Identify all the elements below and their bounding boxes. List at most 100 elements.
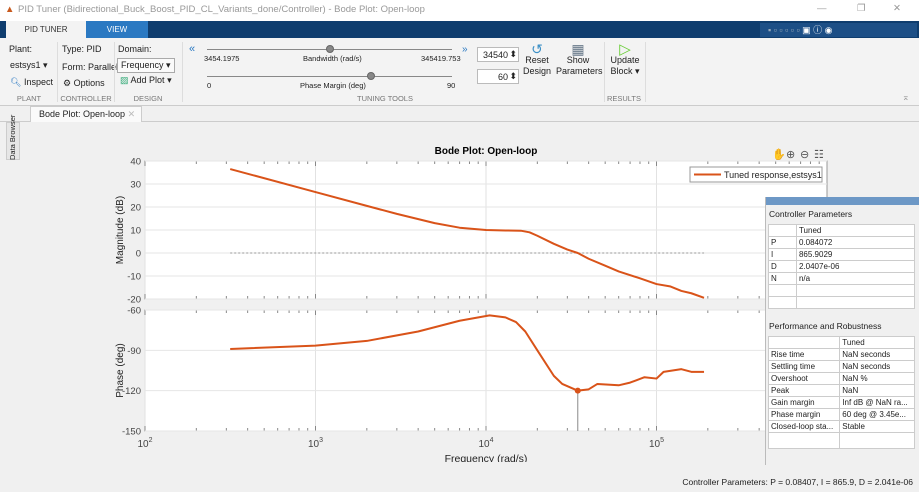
magnitude-ytick-label: 10	[130, 226, 141, 237]
tab-pid-tuner[interactable]: PID TUNER	[6, 21, 86, 38]
magnitude-ytick-label: -20	[127, 295, 141, 306]
options-button[interactable]: ⚙ Options	[63, 78, 105, 88]
undo-icon: ↺	[531, 41, 543, 57]
matlab-logo-icon: ▲	[5, 4, 15, 15]
ribbon-tab-bar: PID TUNER VIEW ▪ ▫ ▫ ▫ ▫ ▫ ▣ ⓘ ◉	[0, 21, 919, 38]
table-row: Gain margin Inf dB @ NaN ra...	[767, 396, 915, 409]
bode-plot[interactable]: Bode Plot: Open-loop ✋ ⊕ ⊖ ☷ 40 30 20 10 0 -1…	[0, 122, 919, 462]
table-row: Phase margin 60 deg @ 3.45e...	[767, 408, 915, 421]
table-row: P 0.084072	[768, 236, 916, 249]
phase-ytick-label: -120	[122, 386, 141, 397]
section-design: DESIGN	[133, 94, 163, 103]
play-icon: ▷	[619, 41, 631, 58]
section-results: RESULTS	[606, 94, 642, 103]
performance-title: Performance and Robustness	[769, 321, 882, 331]
magnitude-ytick-label: 30	[130, 180, 141, 191]
magnitude-ylabel: Magnitude (dB)	[115, 196, 126, 264]
phase-margin-input[interactable]: 60	[477, 69, 519, 84]
table-row: I 865.9029	[768, 248, 916, 261]
magnitude-ytick-label: -10	[127, 272, 141, 283]
ribbon: Plant: estsys1 ▾ 🔍︎ Inspect PLANT Type: …	[0, 38, 919, 106]
phase-label: Phase Margin (deg)	[300, 81, 366, 90]
x-tick-label: 104	[478, 437, 493, 450]
reset-design-button[interactable]: ↺ Reset Design	[522, 41, 551, 76]
chart-title: Bode Plot: Open-loop	[435, 146, 538, 157]
performance-table: Tuned Rise time NaN seconds Settling time…	[767, 336, 915, 449]
inspect-button[interactable]: 🔍︎ Inspect	[10, 77, 53, 87]
bandwidth-min: 3454.1975	[204, 54, 240, 63]
plot-icon: ▨	[120, 75, 129, 85]
magnitude-ytick-label: 0	[136, 249, 141, 260]
plant-label: Plant:	[9, 44, 33, 54]
status-bar: Controller Parameters: P = 0.08407, I = …	[682, 477, 913, 487]
phase-margin-marker	[574, 387, 581, 394]
tab-view[interactable]: VIEW	[86, 21, 148, 38]
magnifier-icon: 🔍︎	[10, 77, 22, 87]
controller-parameters-title: Controller Parameters	[769, 209, 853, 219]
bandwidth-slider-handle[interactable]	[326, 45, 334, 53]
legend-toggle-icon[interactable]: ☷	[814, 149, 824, 161]
close-tab-icon[interactable]: ✕	[127, 109, 136, 119]
bandwidth-label: Bandwidth (rad/s)	[303, 54, 362, 63]
expand-right-icon[interactable]: »	[462, 44, 468, 55]
bandwidth-input[interactable]: 34540	[477, 47, 519, 62]
phase-max: 90	[447, 81, 456, 90]
zoom-out-icon[interactable]: ⊖	[800, 149, 809, 161]
restore-button[interactable]: ❐	[857, 3, 866, 14]
phase-min: 0	[207, 81, 212, 90]
update-block-button[interactable]: ▷ Update Block ▾	[607, 41, 643, 77]
legend-box	[689, 166, 823, 183]
zoom-in-icon[interactable]: ⊕	[786, 149, 795, 161]
add-plot-button[interactable]: ▨ Add Plot ▾	[120, 75, 172, 85]
table-row: D 2.0407e-06	[768, 260, 916, 273]
domain-label: Domain:	[118, 44, 152, 54]
controller-type: Type: PID	[62, 44, 102, 54]
section-controller: CONTROLLER	[60, 94, 112, 103]
controller-form: Form: Parallel	[62, 62, 119, 72]
table-row: Rise time NaN seconds	[767, 348, 915, 361]
data-browser-tab[interactable]: Data Browser	[6, 115, 20, 160]
collapse-left-icon[interactable]: «	[189, 43, 196, 55]
document-tab-bar: Bode Plot: Open-loop ✕	[0, 106, 919, 122]
plant-dropdown[interactable]: estsys1 ▾	[10, 60, 48, 70]
x-axis-label: Frequency (rad/s)	[445, 453, 528, 462]
phase-slider-track[interactable]	[207, 76, 452, 77]
window-title: PID Tuner (Bidirectional_Buck_Boost_PID_…	[18, 4, 425, 15]
gear-icon: ⚙	[63, 78, 72, 88]
magnitude-ytick-label: 20	[130, 203, 141, 214]
section-tuning-tools: TUNING TOOLS	[357, 94, 413, 103]
minimize-button[interactable]: —	[817, 3, 827, 14]
phase-ylabel: Phase (deg)	[115, 343, 126, 397]
show-parameters-button[interactable]: ▦ Show Parameters	[556, 41, 603, 76]
phase-ytick-label: -90	[127, 346, 141, 357]
table-row: Closed-loop sta... Stable	[767, 420, 915, 433]
phase-ytick-label: -60	[127, 306, 141, 317]
plot-toolbar: ✋ ⊕ ⊖ ☷	[772, 148, 824, 161]
phase-ytick-label: -150	[122, 427, 141, 438]
magnitude-ytick-label: 40	[130, 157, 141, 168]
table-row: Peak NaN	[767, 384, 915, 397]
x-tick-label: 102	[137, 437, 152, 450]
pan-icon[interactable]: ✋	[772, 148, 786, 161]
panel-header-bar	[766, 197, 919, 205]
domain-dropdown[interactable]: Frequency ▾	[117, 58, 175, 73]
legend-label: Tuned response,estsys1	[724, 170, 822, 180]
x-tick-label: 105	[649, 437, 664, 450]
section-plant: PLANT	[16, 94, 42, 103]
phase-slider-handle[interactable]	[367, 72, 375, 80]
close-button[interactable]: ✕	[893, 3, 901, 14]
help-icon[interactable]: ▣ ⓘ ◉	[802, 25, 833, 35]
phase-curve	[230, 314, 705, 392]
collapse-ribbon-icon[interactable]: ⌅	[902, 92, 910, 102]
x-tick-label: 103	[308, 437, 323, 450]
bandwidth-max: 345419.753	[421, 54, 461, 63]
table-icon: ▦	[571, 41, 585, 57]
doc-tab-bode[interactable]: Bode Plot: Open-loop ✕	[30, 106, 142, 122]
quick-access-toolbar: ▪ ▫ ▫ ▫ ▫ ▫ ▣ ⓘ ◉	[760, 23, 917, 37]
title-bar: ▲ PID Tuner (Bidirectional_Buck_Boost_PI…	[0, 0, 919, 21]
magnitude-curve	[229, 168, 705, 299]
table-row: Overshoot NaN %	[767, 372, 915, 385]
